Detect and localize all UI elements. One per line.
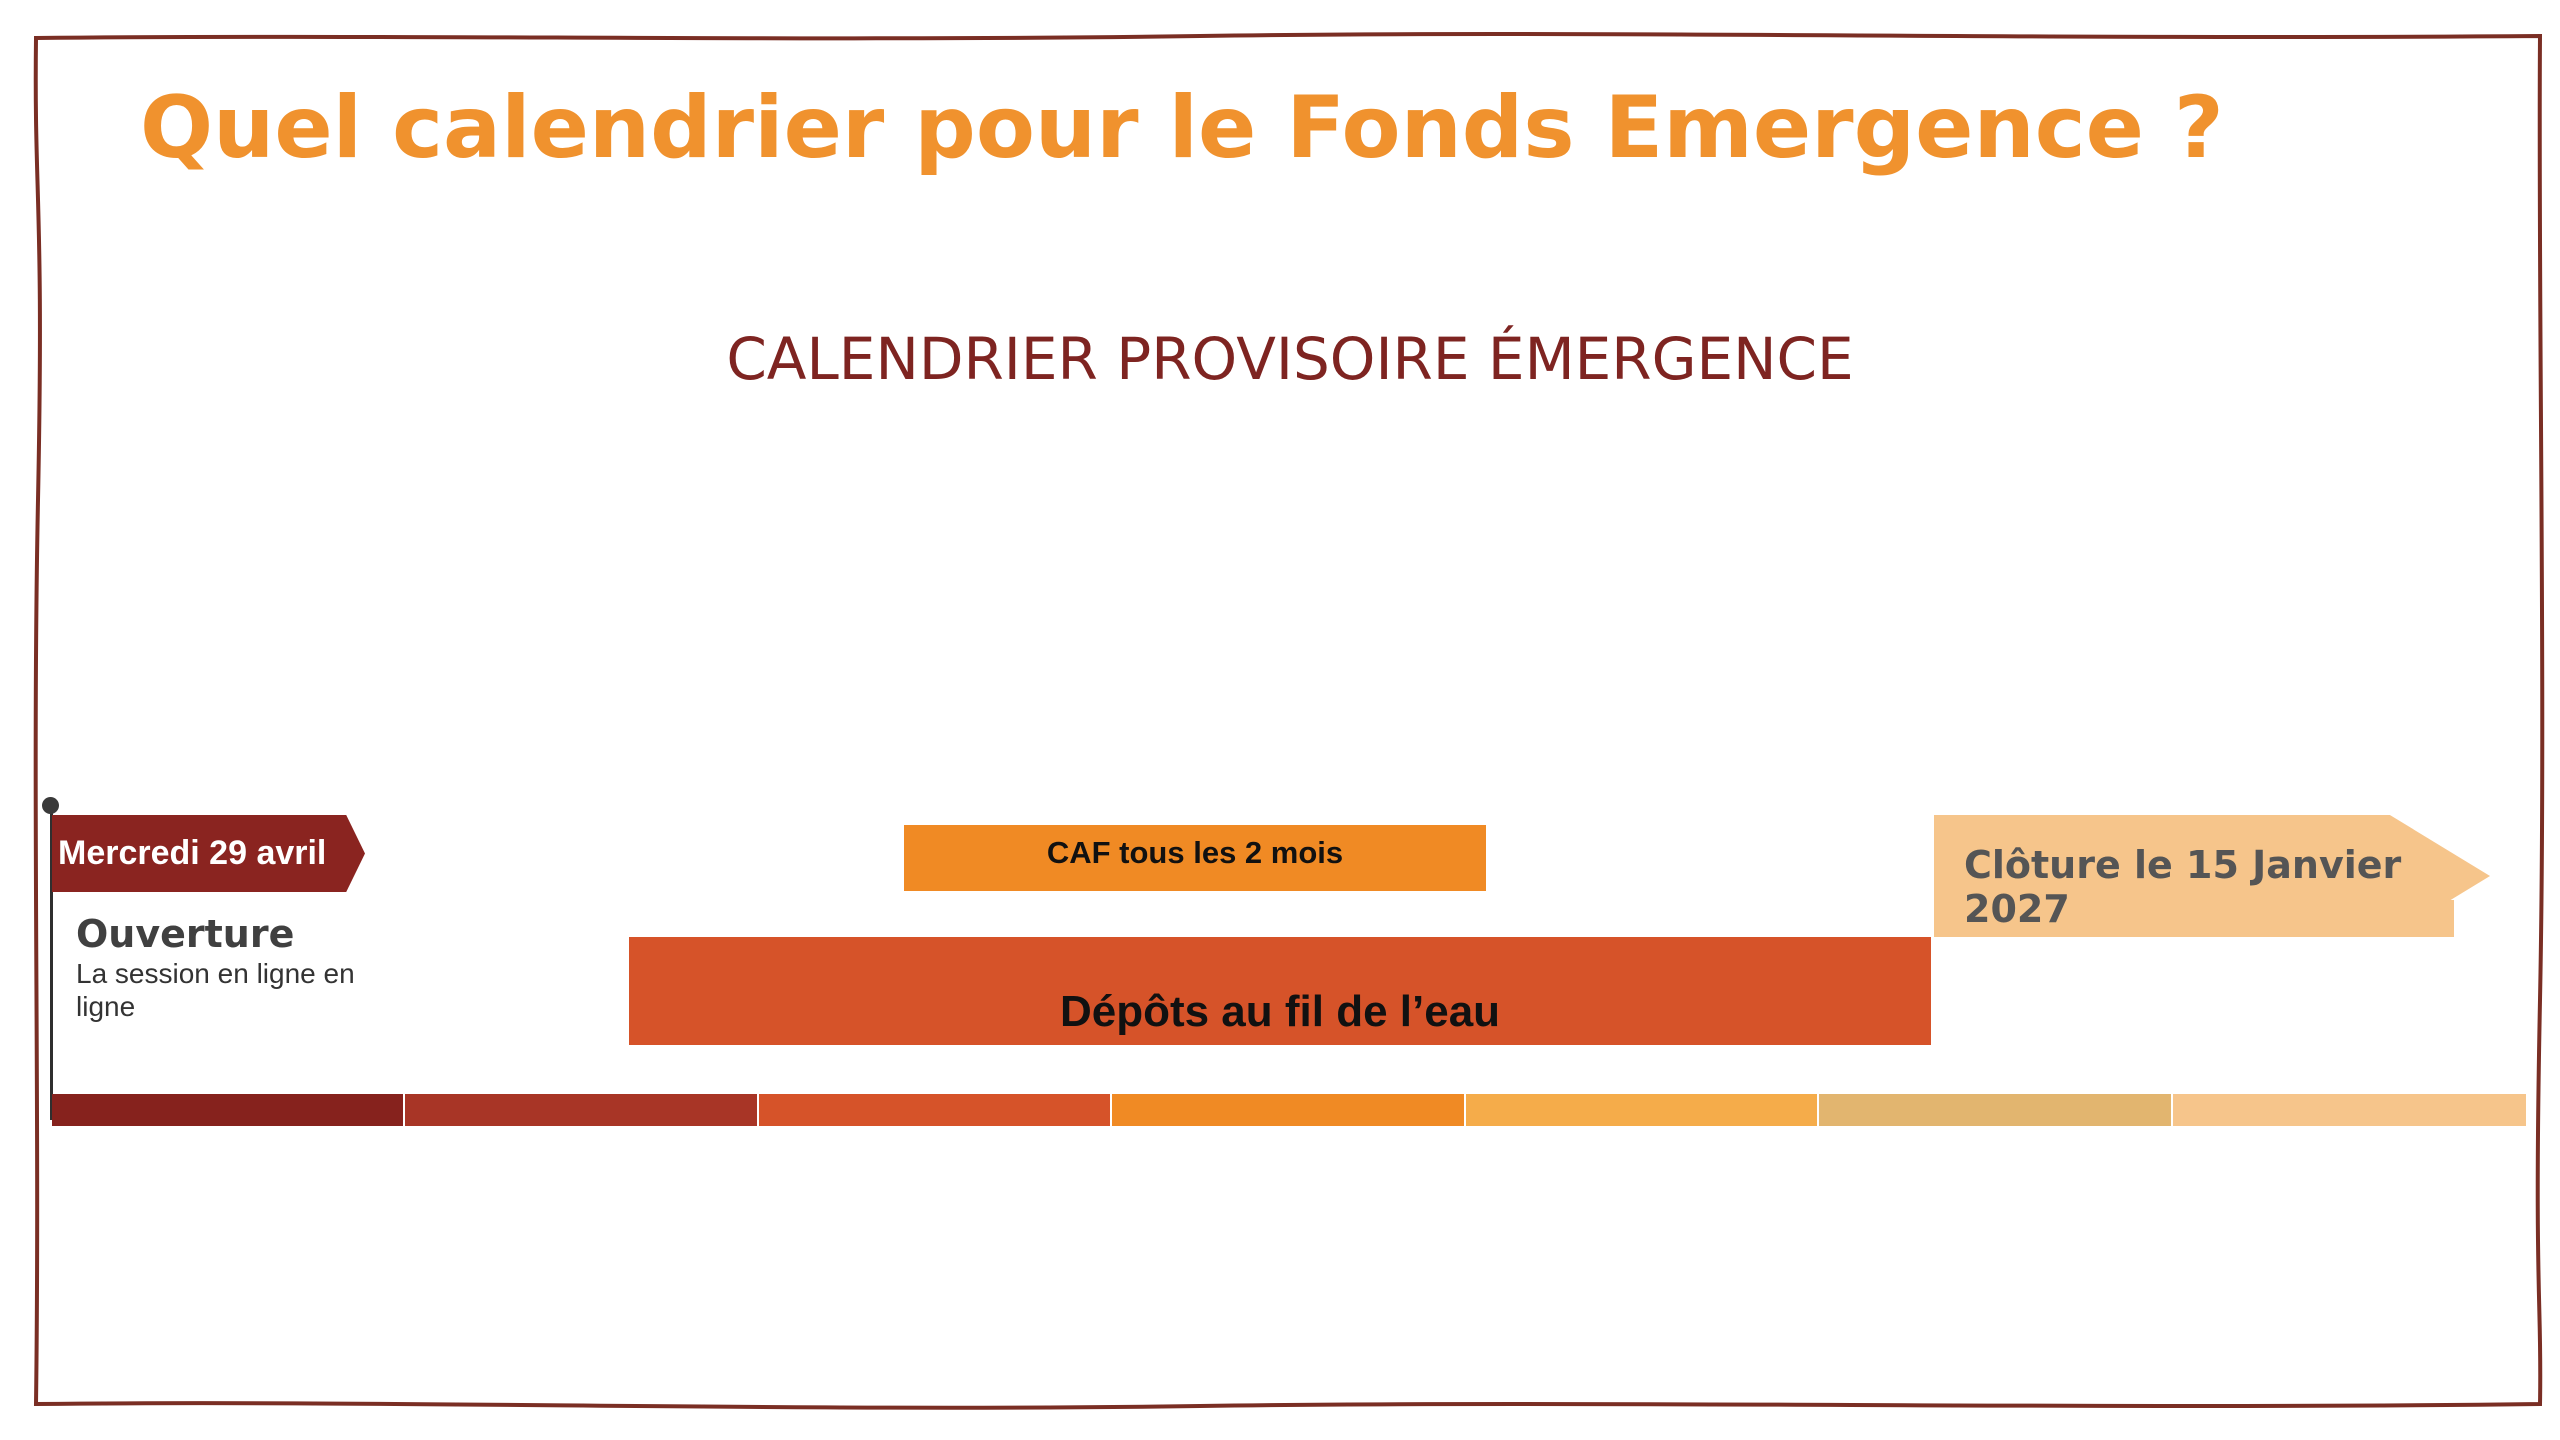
depots-period-box: Dépôts au fil de l’eau xyxy=(629,937,1931,1045)
timeline-segment xyxy=(1112,1094,1464,1126)
timeline-bar xyxy=(52,1094,2526,1126)
timeline-segment xyxy=(405,1094,757,1126)
timeline-segment xyxy=(1819,1094,2171,1126)
opening-label: Ouverture xyxy=(76,912,295,956)
start-date-flag: Mercredi 29 avril xyxy=(52,815,365,892)
start-pin-dot xyxy=(42,797,59,814)
closing-arrow-base xyxy=(1934,900,2454,937)
timeline-segment xyxy=(758,1094,1111,1126)
closing-label: Clôture le 15 Janvier 2027 xyxy=(1964,843,2402,931)
start-pin-line xyxy=(50,800,53,1120)
opening-description: La session en ligne en ligne xyxy=(76,958,355,1022)
timeline-segment xyxy=(52,1094,404,1126)
calendar-subtitle: CALENDRIER PROVISOIRE ÉMERGENCE xyxy=(726,325,1854,393)
timeline-segment xyxy=(1465,1094,1818,1126)
page-title: Quel calendrier pour le Fonds Emergence … xyxy=(140,78,2224,178)
caf-period-box: CAF tous les 2 mois xyxy=(904,825,1486,891)
timeline-segment xyxy=(2172,1094,2526,1126)
